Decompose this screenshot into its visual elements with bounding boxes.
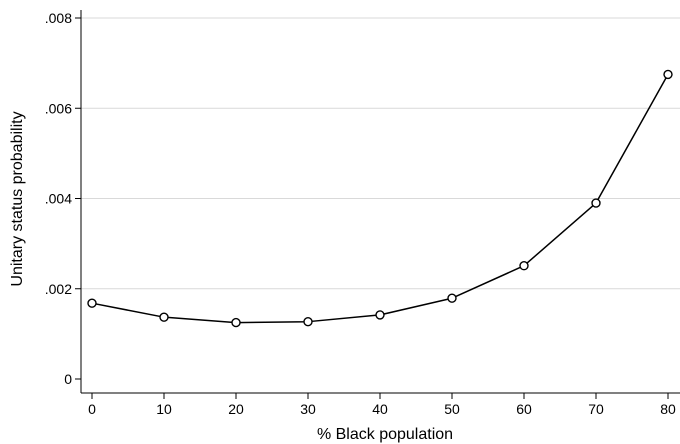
- data-point-0-5: [447, 293, 457, 303]
- x-axis-title: % Black population: [317, 426, 453, 443]
- x-tick-label-6: 60: [516, 401, 532, 417]
- axes: [80, 10, 680, 394]
- data-point-0-3: [303, 316, 313, 327]
- data-point-0-1: [159, 312, 169, 322]
- data-point-0-2: [231, 317, 241, 328]
- data-point-0-8: [663, 69, 673, 80]
- data-point-0-4: [375, 310, 385, 320]
- x-tick-label-1: 10: [156, 401, 172, 417]
- x-tick-label-5: 50: [444, 401, 460, 417]
- x-tick-label-7: 70: [588, 401, 604, 417]
- data-point-0-7: [591, 198, 601, 208]
- y-tick-label-0: 0: [64, 371, 72, 387]
- gridlines: [81, 17, 680, 290]
- x-tick-label-0: 0: [88, 401, 96, 417]
- data-point-0-0: [87, 298, 97, 308]
- x-tick-label-2: 20: [228, 401, 244, 417]
- y-axis-title: Unitary status probability: [9, 111, 26, 286]
- x-tick-label-8: 80: [660, 401, 676, 417]
- y-tick-label-2: .004: [45, 191, 72, 207]
- y-tick-label-3: .006: [45, 100, 72, 116]
- data-point-0-6: [519, 261, 529, 271]
- x-tick-label-4: 40: [372, 401, 388, 417]
- data-points: [87, 69, 673, 328]
- x-tick-label-3: 30: [300, 401, 316, 417]
- tick-labels: 0 .002 .004 .006 .008 0 10 20 30 40 50 60 70 80: [45, 10, 676, 417]
- y-tick-label-4: .008: [45, 10, 72, 26]
- y-tick-label-1: .002: [45, 281, 72, 297]
- tick-marks: [75, 17, 669, 399]
